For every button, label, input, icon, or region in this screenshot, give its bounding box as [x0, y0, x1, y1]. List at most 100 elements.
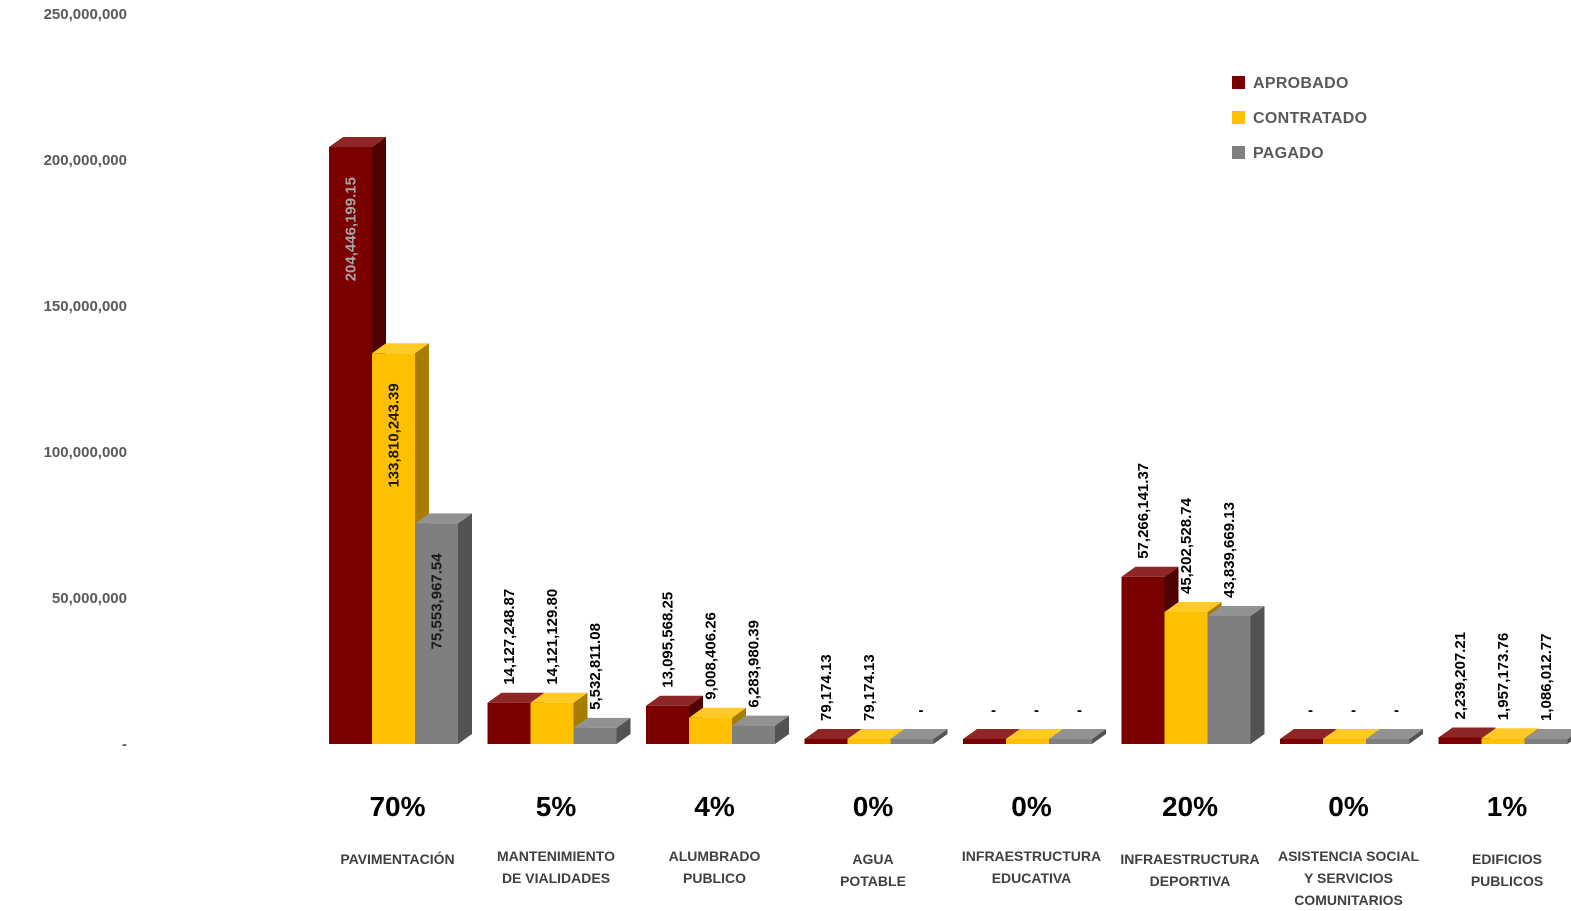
bar-top — [1121, 566, 1179, 577]
data-label: 204,446,199.15 — [343, 177, 360, 281]
bar-front — [1481, 738, 1525, 744]
bar-group — [646, 695, 789, 744]
bar-front — [1049, 739, 1092, 744]
bar-top — [1481, 728, 1539, 739]
bar-front — [1121, 576, 1165, 744]
bar-top — [1438, 727, 1496, 738]
legend-item-contratado: CONTRATADO — [1232, 110, 1367, 127]
bar-group — [329, 137, 472, 745]
percent-label: 5% — [536, 791, 577, 822]
bar-top — [1524, 729, 1571, 739]
bar-side — [1250, 605, 1265, 744]
category-label: PAVIMENTACIÓN — [340, 850, 454, 867]
bar-top — [530, 692, 588, 703]
bar-front — [415, 523, 458, 744]
bar-top — [329, 137, 386, 148]
data-label: 43,839,669.13 — [1221, 502, 1238, 598]
bar-front — [329, 147, 372, 745]
legend-label: APROBADO — [1253, 75, 1349, 92]
data-label: 1,957,173.76 — [1495, 633, 1512, 721]
bar-front — [1524, 739, 1568, 744]
bar-pagado — [415, 513, 472, 744]
bar-front — [1006, 739, 1049, 744]
data-label: 75,553,967.54 — [429, 553, 446, 650]
bar-top — [804, 729, 862, 739]
data-label: 45,202,528.74 — [1178, 497, 1195, 594]
data-label: - — [1394, 702, 1399, 719]
legend-item-pagado: PAGADO — [1232, 145, 1324, 162]
y-tick-label: 200,000,000 — [44, 152, 127, 169]
data-label: 9,008,406.26 — [703, 612, 720, 700]
bar-front — [372, 353, 415, 744]
data-label: 79,174.13 — [861, 654, 878, 721]
bar-front — [1323, 739, 1366, 744]
bar-front — [646, 705, 689, 744]
bar-pagado — [1049, 729, 1106, 744]
y-tick-label: - — [122, 736, 127, 753]
category-label: MANTENIMIENTO DE VIALIDADES — [497, 848, 615, 886]
category-label: ALUMBRADO PUBLICO — [669, 848, 761, 886]
category-label: INFRAESTRUCTURA DEPORTIVA — [1120, 851, 1259, 889]
bar-side — [458, 513, 472, 744]
bar-contratado — [689, 707, 746, 744]
bar-group — [1438, 727, 1571, 744]
bar-top — [1323, 729, 1380, 739]
bar-top — [1366, 729, 1423, 739]
bar-top — [372, 343, 429, 354]
bar-pagado — [732, 715, 789, 744]
bar-front — [1438, 737, 1482, 744]
category-label: EDIFICIOS PUBLICOS — [1471, 851, 1543, 889]
bar-aprobado — [646, 695, 703, 744]
bar-side — [1092, 729, 1106, 744]
bar-pagado — [890, 729, 948, 744]
percent-label: 4% — [694, 791, 735, 822]
data-label: - — [1308, 702, 1313, 719]
category-label: INFRAESTRUCTURA EDUCATIVA — [962, 848, 1101, 886]
bar-group — [487, 692, 631, 744]
bar-side — [616, 717, 631, 744]
legend-swatch — [1232, 111, 1245, 124]
bar-pagado — [573, 717, 631, 744]
bar-top — [573, 717, 631, 728]
bars — [329, 137, 1571, 745]
data-label: 1,086,012.77 — [1538, 633, 1555, 721]
data-label: 6,283,980.39 — [746, 620, 763, 708]
y-axis: - 50,000,000 100,000,000 150,000,000 200,000… — [44, 6, 127, 753]
bar-top — [487, 692, 545, 703]
bar-group — [1280, 729, 1423, 744]
bar-side — [1409, 729, 1423, 744]
bar-top — [1164, 602, 1222, 613]
bar-front — [847, 739, 891, 744]
legend-swatch — [1232, 146, 1245, 159]
data-label: 5,532,811.08 — [587, 623, 604, 710]
percent-label: 0% — [1011, 791, 1052, 822]
bar-front — [487, 702, 531, 744]
percent-label: 0% — [1328, 791, 1369, 822]
data-label: 57,266,141.37 — [1135, 463, 1152, 559]
bar-front — [1207, 615, 1251, 744]
y-tick-label: 100,000,000 — [44, 444, 127, 461]
data-label: 2,239,207.21 — [1452, 632, 1469, 720]
bar-group — [963, 729, 1106, 744]
y-tick-label: 50,000,000 — [52, 590, 127, 607]
bar-top — [1006, 729, 1063, 739]
data-label: 133,810,243.39 — [386, 383, 403, 487]
percent-label: 1% — [1487, 791, 1528, 822]
data-label: - — [1034, 702, 1039, 719]
category-label: ASISTENCIA SOCIAL Y SERVICIOS COMUNITARIOS — [1278, 848, 1419, 908]
bar-top — [1049, 729, 1106, 739]
bar-side — [933, 729, 948, 744]
bar-front — [890, 739, 934, 744]
category-label: AGUA POTABLE — [840, 851, 906, 889]
bar-pagado — [1524, 729, 1571, 744]
bar-top — [689, 707, 746, 718]
data-label: - — [919, 702, 924, 719]
data-label: 79,174.13 — [818, 654, 835, 721]
bar-top — [890, 729, 948, 739]
bar-top — [847, 729, 905, 739]
percent-label: 70% — [369, 791, 425, 822]
data-label: 13,095,568.25 — [660, 592, 677, 688]
data-label: - — [1351, 702, 1356, 719]
bar-front — [530, 702, 574, 744]
data-label: - — [1077, 702, 1082, 719]
